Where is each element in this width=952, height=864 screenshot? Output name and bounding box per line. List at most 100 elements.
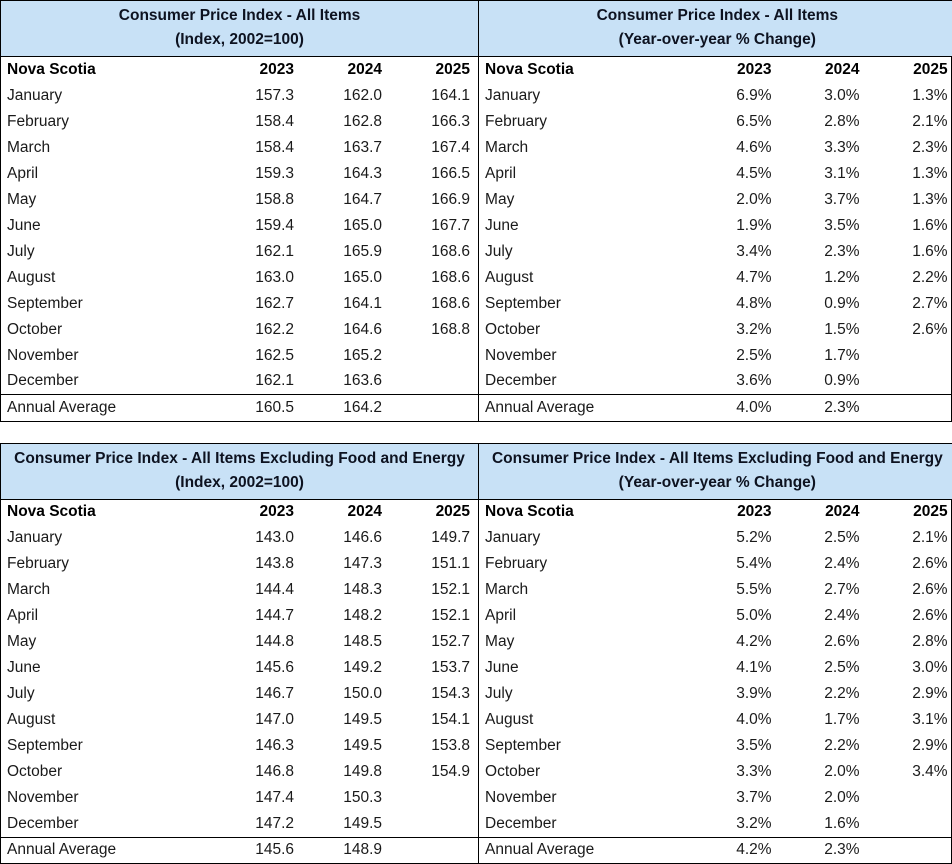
value-cell: 144.7	[214, 603, 302, 629]
value-cell: 0.9%	[780, 369, 868, 395]
value-cell: 162.5	[214, 343, 302, 369]
annual-average-value: 4.2%	[692, 837, 780, 863]
table-excl-food-energy-yoy: Consumer Price Index - All Items Excludi…	[478, 444, 952, 864]
month-label: May	[1, 629, 214, 655]
region-header: Nova Scotia	[1, 57, 214, 83]
value-cell: 149.5	[302, 733, 390, 759]
value-cell: 154.1	[390, 707, 478, 733]
value-cell: 144.4	[214, 577, 302, 603]
value-cell: 1.9%	[692, 213, 780, 239]
month-label: March	[1, 135, 214, 161]
year-header-2024: 2024	[302, 57, 390, 83]
value-cell: 4.2%	[692, 629, 780, 655]
annual-average-row: Annual Average 160.5 164.2	[1, 395, 478, 421]
value-cell: 162.2	[214, 317, 302, 343]
table-subtitle: (Year-over-year % Change)	[481, 28, 952, 52]
year-header-2025: 2025	[390, 499, 478, 525]
value-cell: 2.0%	[780, 785, 868, 811]
value-cell: 1.3%	[868, 83, 952, 109]
month-label: January	[479, 525, 692, 551]
month-label: September	[479, 733, 692, 759]
month-label: June	[479, 655, 692, 681]
year-header-2025: 2025	[868, 499, 952, 525]
value-cell: 165.0	[302, 213, 390, 239]
month-label: May	[1, 187, 214, 213]
value-cell: 146.3	[214, 733, 302, 759]
year-header-2023: 2023	[692, 57, 780, 83]
value-cell: 146.7	[214, 681, 302, 707]
value-cell: 1.6%	[868, 239, 952, 265]
month-label: August	[1, 707, 214, 733]
value-cell	[390, 785, 478, 811]
month-label: November	[1, 785, 214, 811]
column-header-row: Nova Scotia 2023 2024 2025	[479, 57, 952, 83]
value-cell: 164.1	[302, 291, 390, 317]
annual-average-label: Annual Average	[479, 837, 692, 863]
month-label: December	[1, 811, 214, 837]
year-header-2024: 2024	[780, 57, 868, 83]
year-header-2025: 2025	[868, 57, 952, 83]
month-label: June	[1, 655, 214, 681]
value-cell: 3.7%	[780, 187, 868, 213]
month-label: October	[1, 317, 214, 343]
value-cell: 4.7%	[692, 265, 780, 291]
value-cell: 2.2%	[868, 265, 952, 291]
value-cell: 158.4	[214, 135, 302, 161]
value-cell: 4.0%	[692, 707, 780, 733]
value-cell: 163.7	[302, 135, 390, 161]
value-cell: 4.1%	[692, 655, 780, 681]
month-label: December	[479, 369, 692, 395]
value-cell: 165.9	[302, 239, 390, 265]
value-cell: 148.3	[302, 577, 390, 603]
month-label: January	[1, 525, 214, 551]
value-cell: 149.7	[390, 525, 478, 551]
value-cell: 3.1%	[780, 161, 868, 187]
value-cell: 5.4%	[692, 551, 780, 577]
value-cell: 153.7	[390, 655, 478, 681]
value-cell	[390, 369, 478, 395]
value-cell: 2.9%	[868, 681, 952, 707]
value-cell: 166.9	[390, 187, 478, 213]
value-cell: 2.6%	[868, 603, 952, 629]
value-cell: 2.7%	[868, 291, 952, 317]
month-label: February	[479, 551, 692, 577]
month-label: April	[1, 161, 214, 187]
table-title-row: Consumer Price Index - All Items (Index,…	[1, 1, 478, 57]
value-cell: 166.3	[390, 109, 478, 135]
month-label: March	[1, 577, 214, 603]
value-cell: 162.0	[302, 83, 390, 109]
value-cell: 153.8	[390, 733, 478, 759]
value-cell: 2.2%	[780, 681, 868, 707]
month-label: June	[479, 213, 692, 239]
value-cell: 154.9	[390, 759, 478, 785]
value-cell: 2.7%	[780, 577, 868, 603]
region-header: Nova Scotia	[1, 499, 214, 525]
month-label: April	[479, 603, 692, 629]
value-cell: 1.3%	[868, 161, 952, 187]
month-label: April	[479, 161, 692, 187]
value-cell: 164.3	[302, 161, 390, 187]
value-cell: 1.6%	[780, 811, 868, 837]
year-header-2023: 2023	[214, 57, 302, 83]
value-cell: 3.2%	[692, 811, 780, 837]
value-cell: 152.7	[390, 629, 478, 655]
value-cell: 2.0%	[780, 759, 868, 785]
value-cell: 154.3	[390, 681, 478, 707]
value-cell: 3.5%	[780, 213, 868, 239]
